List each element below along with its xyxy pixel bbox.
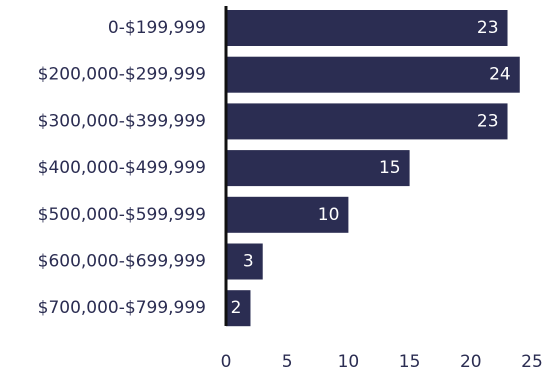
category-label-1: $200,000-$299,999 bbox=[38, 65, 206, 85]
x-tick-label-3: 15 bbox=[399, 352, 421, 372]
x-tick-label-0: 0 bbox=[221, 352, 232, 372]
bar-2 bbox=[226, 103, 508, 140]
x-tick-label-5: 25 bbox=[521, 352, 543, 372]
bars-group bbox=[226, 10, 520, 327]
x-tick-label-2: 10 bbox=[338, 352, 360, 372]
x-tick-labels-group: 0 5 10 15 20 25 bbox=[221, 352, 543, 372]
x-tick-label-1: 5 bbox=[282, 352, 293, 372]
x-tick-label-4: 20 bbox=[460, 352, 482, 372]
value-label-0: 23 bbox=[477, 18, 499, 38]
bar-5 bbox=[226, 243, 263, 280]
bar-3 bbox=[226, 150, 410, 187]
category-label-4: $500,000-$599,999 bbox=[38, 205, 206, 225]
category-label-0: 0-$199,999 bbox=[108, 18, 206, 38]
bar-6 bbox=[226, 290, 251, 327]
value-labels-group: 23 24 23 15 10 3 2 bbox=[231, 18, 511, 318]
value-label-3: 15 bbox=[379, 158, 401, 178]
category-label-2: $300,000-$399,999 bbox=[38, 111, 206, 131]
bar-1 bbox=[226, 56, 520, 93]
category-labels-group: 0-$199,999 $200,000-$299,999 $300,000-$399… bbox=[38, 18, 206, 318]
value-label-5: 3 bbox=[243, 252, 254, 272]
bar-0 bbox=[226, 10, 508, 46]
value-label-6: 2 bbox=[231, 298, 242, 318]
category-label-5: $600,000-$699,999 bbox=[38, 252, 206, 272]
value-label-1: 24 bbox=[489, 65, 511, 85]
bar-4 bbox=[226, 196, 349, 233]
value-label-2: 23 bbox=[477, 111, 499, 131]
value-label-4: 10 bbox=[318, 205, 340, 225]
category-label-6: $700,000-$799,999 bbox=[38, 298, 206, 318]
category-label-3: $400,000-$499,999 bbox=[38, 158, 206, 178]
